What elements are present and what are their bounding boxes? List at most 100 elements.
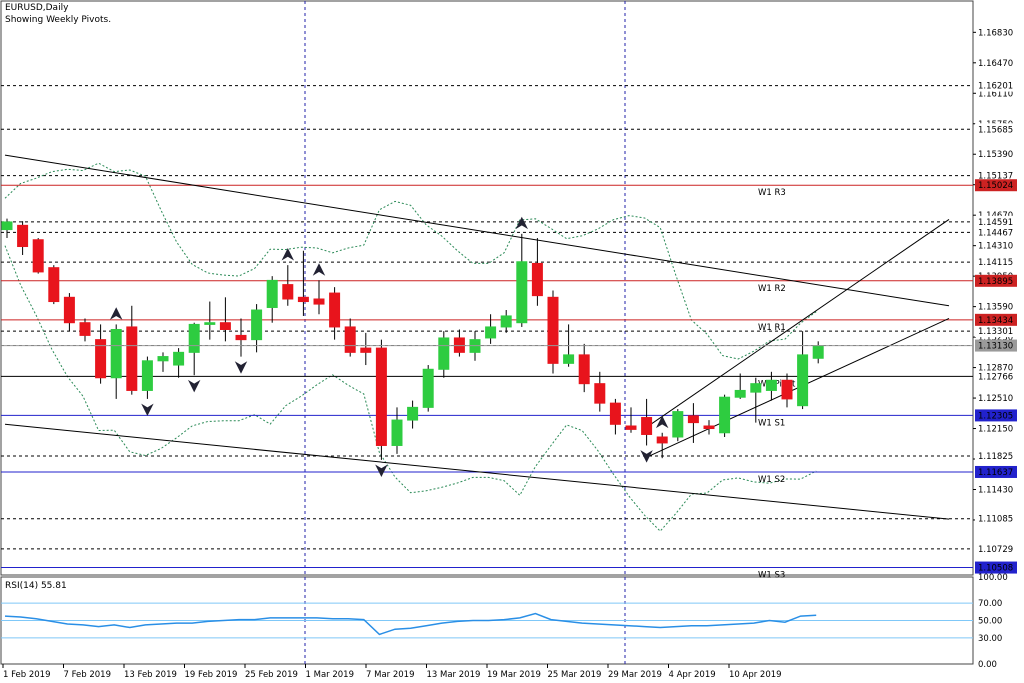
candle <box>266 276 278 323</box>
candle <box>204 301 216 340</box>
candle <box>17 221 29 255</box>
candle <box>32 238 44 274</box>
candle <box>391 407 403 454</box>
price-tick-label: 1.16830 <box>978 28 1013 38</box>
level-tag-text: 1.14467 <box>978 228 1013 238</box>
candle <box>765 371 777 401</box>
candle <box>656 432 668 459</box>
candle <box>719 394 731 438</box>
level-tag-text: 1.13434 <box>978 316 1013 326</box>
level-tag: 1.16201 <box>975 79 1017 92</box>
candle-body <box>672 411 684 438</box>
candle <box>79 318 91 342</box>
level-tag: 1.15024 <box>975 179 1017 192</box>
candle-body <box>781 379 793 400</box>
time-tick-label: 25 Feb 2019 <box>245 670 298 680</box>
candle <box>235 318 247 357</box>
candle <box>547 290 559 374</box>
candle <box>485 314 497 344</box>
candle-body <box>594 383 606 404</box>
candle-body <box>516 261 528 324</box>
fractal-arrow-icon <box>234 361 248 374</box>
time-tick-label: 19 Feb 2019 <box>185 670 238 680</box>
level-tag-box <box>975 256 1017 269</box>
level-tag-box <box>975 274 1017 287</box>
candle-body <box>750 383 762 393</box>
price-tick-label: 1.14310 <box>978 242 1013 252</box>
pivot-label: W1 S1 <box>758 418 785 428</box>
pivot-label: W1 S2 <box>758 475 785 485</box>
time-tick-label: 13 Mar 2019 <box>427 670 481 680</box>
candle-body <box>17 224 29 248</box>
candle <box>251 304 263 353</box>
level-tag-box <box>975 169 1017 182</box>
price-tick-label: 1.16470 <box>978 59 1013 69</box>
candle-body <box>391 419 403 446</box>
current-price-text: 1.13130 <box>978 342 1013 352</box>
rsi-panel: 100.00 70.00 50.00 30.00 0.00 <box>1 573 1008 670</box>
candle <box>360 332 372 366</box>
fractal-arrow-icon <box>375 464 388 477</box>
level-tag-text: 1.14591 <box>978 218 1013 228</box>
candle-body <box>765 379 777 391</box>
candle <box>797 331 809 410</box>
time-tick-label: 1 Feb 2019 <box>3 670 51 680</box>
upper-channel-line <box>4 154 950 307</box>
candle-body <box>157 356 169 362</box>
level-tag: 1.11085 <box>975 512 1017 525</box>
candle-body <box>812 345 824 359</box>
candle-body <box>141 360 153 391</box>
level-tag: 1.13301 <box>975 325 1017 338</box>
trendlines <box>4 154 950 520</box>
lower-channel-line <box>4 423 950 520</box>
upper-band <box>4 162 817 360</box>
candle <box>672 409 684 442</box>
candle-body <box>703 425 715 430</box>
pivot-label: W1 R3 <box>758 188 786 198</box>
candle-body <box>547 296 559 364</box>
candle <box>48 265 60 305</box>
candle <box>453 329 465 357</box>
rsi-line <box>4 612 817 636</box>
candle-body <box>329 292 341 328</box>
candle-body <box>407 406 419 421</box>
time-tick-label: 13 Feb 2019 <box>124 670 177 680</box>
level-tag-text: 1.10729 <box>978 545 1013 555</box>
rsi-tick-label: 30.00 <box>978 634 1002 644</box>
time-tick-label: 7 Mar 2019 <box>366 670 414 680</box>
level-tag: 1.15685 <box>975 123 1017 136</box>
candle <box>141 356 153 399</box>
candle-body <box>110 328 122 379</box>
level-tag: 1.13434 <box>975 313 1017 326</box>
level-tag-box <box>975 226 1017 239</box>
level-tag: 1.12305 <box>975 409 1017 422</box>
level-tag-box <box>975 179 1017 192</box>
candle <box>313 280 325 315</box>
pivot-lines: W1 R3 W1 R2 W1 R1 W1 Pivot W1 S1 W1 S2 W1 S3 <box>1 184 973 581</box>
candle-body <box>219 322 231 330</box>
time-tick-label: 10 Apr 2019 <box>729 670 782 680</box>
level-tag-box <box>975 313 1017 326</box>
rsi-tick-label: 70.00 <box>978 599 1002 609</box>
time-axis: 1 Feb 2019 7 Feb 2019 13 Feb 2019 19 Feb 20… <box>2 664 782 680</box>
candle-body <box>609 402 621 425</box>
price-axis: 1.168301.164701.161101.157501.153901.150… <box>1 28 1017 574</box>
fractal-arrow-icon <box>187 379 201 393</box>
fractal-arrow-icon <box>515 216 529 230</box>
level-tag: 1.11637 <box>975 465 1017 478</box>
candle-body <box>95 339 107 379</box>
candle-body <box>32 239 44 273</box>
level-tag-text: 1.14115 <box>978 258 1013 268</box>
rsi-title: RSI(14) 55.81 <box>5 581 67 591</box>
rising-channel-bottom <box>644 318 950 459</box>
candle <box>438 331 450 378</box>
candle <box>578 343 590 393</box>
fractal-arrows <box>109 216 669 477</box>
candle-body <box>625 425 637 430</box>
level-tag: 1.10729 <box>975 542 1017 555</box>
fractal-arrow-icon <box>109 307 123 320</box>
level-tag: 1.11825 <box>975 450 1017 463</box>
candle <box>157 352 169 372</box>
level-tag-text: 1.16201 <box>978 82 1013 92</box>
